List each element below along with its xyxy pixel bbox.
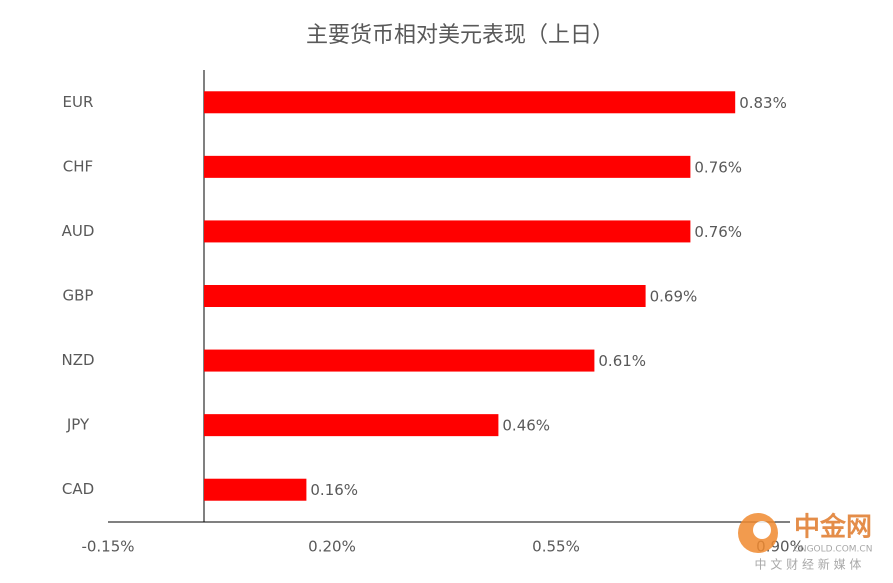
y-tick-label: NZD — [61, 351, 94, 369]
data-label: 0.61% — [598, 352, 646, 370]
bar — [204, 349, 595, 372]
data-label: 0.16% — [310, 481, 358, 499]
watermark-tagline: 中 文 财 经 新 媒 体 — [755, 557, 862, 572]
y-tick-label: GBP — [63, 287, 94, 305]
bar — [204, 91, 736, 114]
data-label: 0.46% — [502, 417, 550, 435]
data-label: 0.76% — [694, 223, 742, 241]
chart-title: 主要货币相对美元表现（上日） — [306, 23, 614, 48]
y-tick-label: CAD — [62, 480, 94, 498]
watermark-logo-inner — [753, 521, 771, 539]
bar — [204, 155, 691, 178]
data-label: 0.69% — [650, 288, 698, 306]
y-tick-label: JPY — [66, 416, 90, 434]
data-label: 0.76% — [694, 158, 742, 176]
watermark-domain: CNGOLD.COM.CN — [794, 545, 873, 555]
bar — [204, 285, 646, 307]
watermark: 中金网 CNGOLD.COM.CN 中 文 财 经 新 媒 体 — [738, 512, 872, 572]
data-label: 0.83% — [739, 94, 787, 112]
x-tick-label: 0.20% — [308, 538, 356, 556]
x-tick-label: 0.55% — [532, 538, 580, 556]
watermark-brand: 中金网 — [794, 512, 872, 543]
x-tick-label: -0.15% — [81, 538, 134, 556]
y-tick-label: AUD — [62, 222, 95, 240]
y-tick-label: EUR — [63, 93, 94, 111]
bar — [204, 220, 691, 243]
y-tick-label: CHF — [63, 157, 93, 175]
bar — [204, 414, 499, 437]
bar — [204, 478, 307, 501]
